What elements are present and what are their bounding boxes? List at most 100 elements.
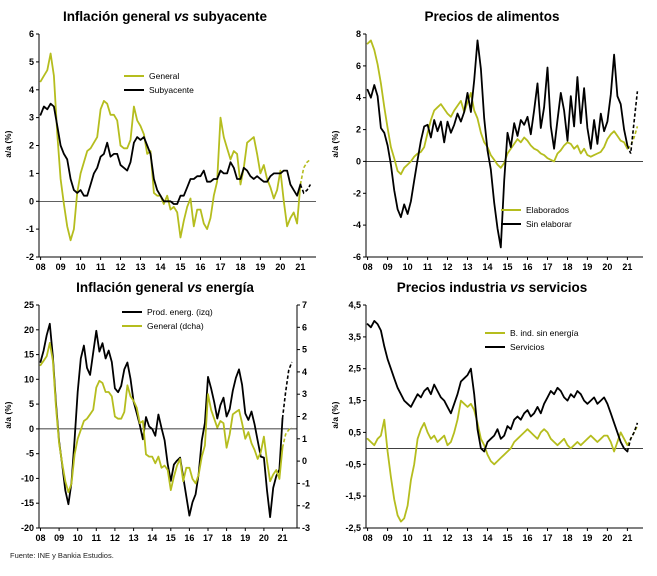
svg-text:15: 15	[166, 533, 176, 543]
svg-text:19: 19	[240, 533, 250, 543]
title-suffix: energía	[202, 280, 254, 295]
svg-text:-4: -4	[353, 220, 361, 230]
svg-text:15: 15	[502, 262, 512, 272]
svg-text:5: 5	[29, 399, 34, 409]
svg-text:-10: -10	[21, 473, 34, 483]
legend-item: B. ind. sin energía	[485, 328, 579, 338]
svg-text:16: 16	[522, 262, 532, 272]
svg-text:12: 12	[442, 262, 452, 272]
legend-line-swatch	[122, 325, 142, 327]
legend-line-swatch	[124, 89, 144, 91]
y-axis-label: a/a (%)	[331, 129, 341, 158]
svg-text:11: 11	[423, 262, 433, 272]
svg-text:21: 21	[622, 262, 632, 272]
svg-text:21: 21	[622, 533, 632, 543]
svg-text:13: 13	[462, 533, 472, 543]
legend-label: Elaborados	[526, 205, 570, 215]
chart-title: Precios industria vs servicios	[333, 277, 651, 298]
title-prefix: Inflación general	[76, 280, 188, 295]
svg-text:6: 6	[29, 29, 34, 39]
svg-text:-1,5: -1,5	[345, 491, 361, 501]
svg-text:20: 20	[259, 533, 269, 543]
svg-text:16: 16	[195, 262, 205, 272]
svg-text:20: 20	[602, 262, 612, 272]
chart-title: Inflación general vs energía	[6, 277, 324, 298]
svg-text:-2: -2	[353, 188, 361, 198]
svg-text:4: 4	[356, 93, 361, 103]
svg-text:20: 20	[275, 262, 285, 272]
legend-label: Sin elaborar	[526, 219, 572, 229]
svg-text:15: 15	[24, 350, 34, 360]
legend-label: B. ind. sin energía	[510, 328, 579, 338]
svg-text:17: 17	[542, 533, 552, 543]
legend-item: Subyacente	[124, 85, 194, 95]
svg-text:0: 0	[356, 156, 361, 166]
svg-text:1: 1	[302, 434, 307, 444]
svg-text:12: 12	[110, 533, 120, 543]
svg-text:17: 17	[203, 533, 213, 543]
svg-text:14: 14	[482, 533, 492, 543]
svg-text:-2: -2	[26, 252, 34, 262]
svg-text:5: 5	[302, 345, 307, 355]
svg-text:4: 4	[302, 367, 307, 377]
chart-panel-precios-de-alimentos: Precios de alimentos a/a (%) 8 6 4 2 0 -2 -4 -6…	[331, 6, 651, 275]
svg-text:16: 16	[184, 533, 194, 543]
svg-text:3: 3	[29, 113, 34, 123]
svg-text:14: 14	[147, 533, 157, 543]
chart-title: Inflación general vs subyacente	[6, 6, 324, 27]
charts-grid: Inflación general vs subyacente a/a (%) …	[4, 6, 651, 546]
plot-area: a/a (%) 8 6 4 2 0 -2 -4 -6 08 09 10 11 12 13 14 15 16 17 1…	[331, 27, 651, 275]
legend-item: General	[124, 71, 194, 81]
title-prefix: Precios industria	[396, 280, 510, 295]
svg-text:13: 13	[129, 533, 139, 543]
svg-text:19: 19	[582, 262, 592, 272]
chart-legend: B. ind. sin energía Servicios	[485, 328, 579, 352]
svg-text:11: 11	[92, 533, 102, 543]
svg-text:19: 19	[582, 533, 592, 543]
legend-label: General	[149, 71, 180, 81]
legend-line-swatch	[122, 311, 142, 313]
chart-legend: Elaborados Sin elaborar	[501, 205, 572, 229]
svg-text:17: 17	[215, 262, 225, 272]
svg-text:10: 10	[76, 262, 86, 272]
svg-text:19: 19	[255, 262, 265, 272]
chart-panel-precios-industria-vs-servicios: Precios industria vs servicios a/a (%) 4…	[331, 277, 651, 546]
svg-text:09: 09	[383, 533, 393, 543]
chart-panel-inflacion-general-vs-energia: Inflación general vs energía a/a (%) 25 2…	[4, 277, 324, 546]
svg-text:10: 10	[403, 533, 413, 543]
svg-text:21: 21	[295, 262, 305, 272]
title-suffix: servicios	[525, 280, 588, 295]
svg-text:14: 14	[482, 262, 492, 272]
svg-text:1: 1	[29, 168, 34, 178]
svg-text:10: 10	[403, 262, 413, 272]
svg-text:12: 12	[115, 262, 125, 272]
svg-text:-3: -3	[302, 523, 310, 533]
svg-text:11: 11	[96, 262, 106, 272]
svg-text:2,5: 2,5	[348, 364, 361, 374]
svg-text:0: 0	[29, 196, 34, 206]
plot-area: a/a (%) 4,5 3,5 2,5 1,5 0,5 -0,5 -1,5 -2,5 08 09 1…	[331, 298, 651, 546]
svg-text:-1: -1	[26, 224, 34, 234]
svg-text:0: 0	[302, 456, 307, 466]
svg-text:16: 16	[522, 533, 532, 543]
svg-text:13: 13	[462, 262, 472, 272]
svg-text:21: 21	[277, 533, 287, 543]
legend-item: Servicios	[485, 342, 579, 352]
chart-panel-inflacion-general-vs-subyacente: Inflación general vs subyacente a/a (%) …	[4, 6, 324, 275]
title-prefix: Inflación general	[62, 9, 174, 24]
legend-item: Elaborados	[501, 205, 572, 215]
svg-text:2: 2	[29, 141, 34, 151]
legend-line-swatch	[485, 346, 505, 348]
svg-text:4,5: 4,5	[348, 300, 361, 310]
svg-text:-2: -2	[302, 501, 310, 511]
svg-text:18: 18	[235, 262, 245, 272]
legend-item: Sin elaborar	[501, 219, 572, 229]
svg-text:08: 08	[36, 262, 46, 272]
legend-line-swatch	[501, 223, 521, 225]
svg-text:18: 18	[222, 533, 232, 543]
svg-text:09: 09	[56, 262, 66, 272]
svg-text:0: 0	[29, 424, 34, 434]
legend-label: General (dcha)	[147, 321, 204, 331]
